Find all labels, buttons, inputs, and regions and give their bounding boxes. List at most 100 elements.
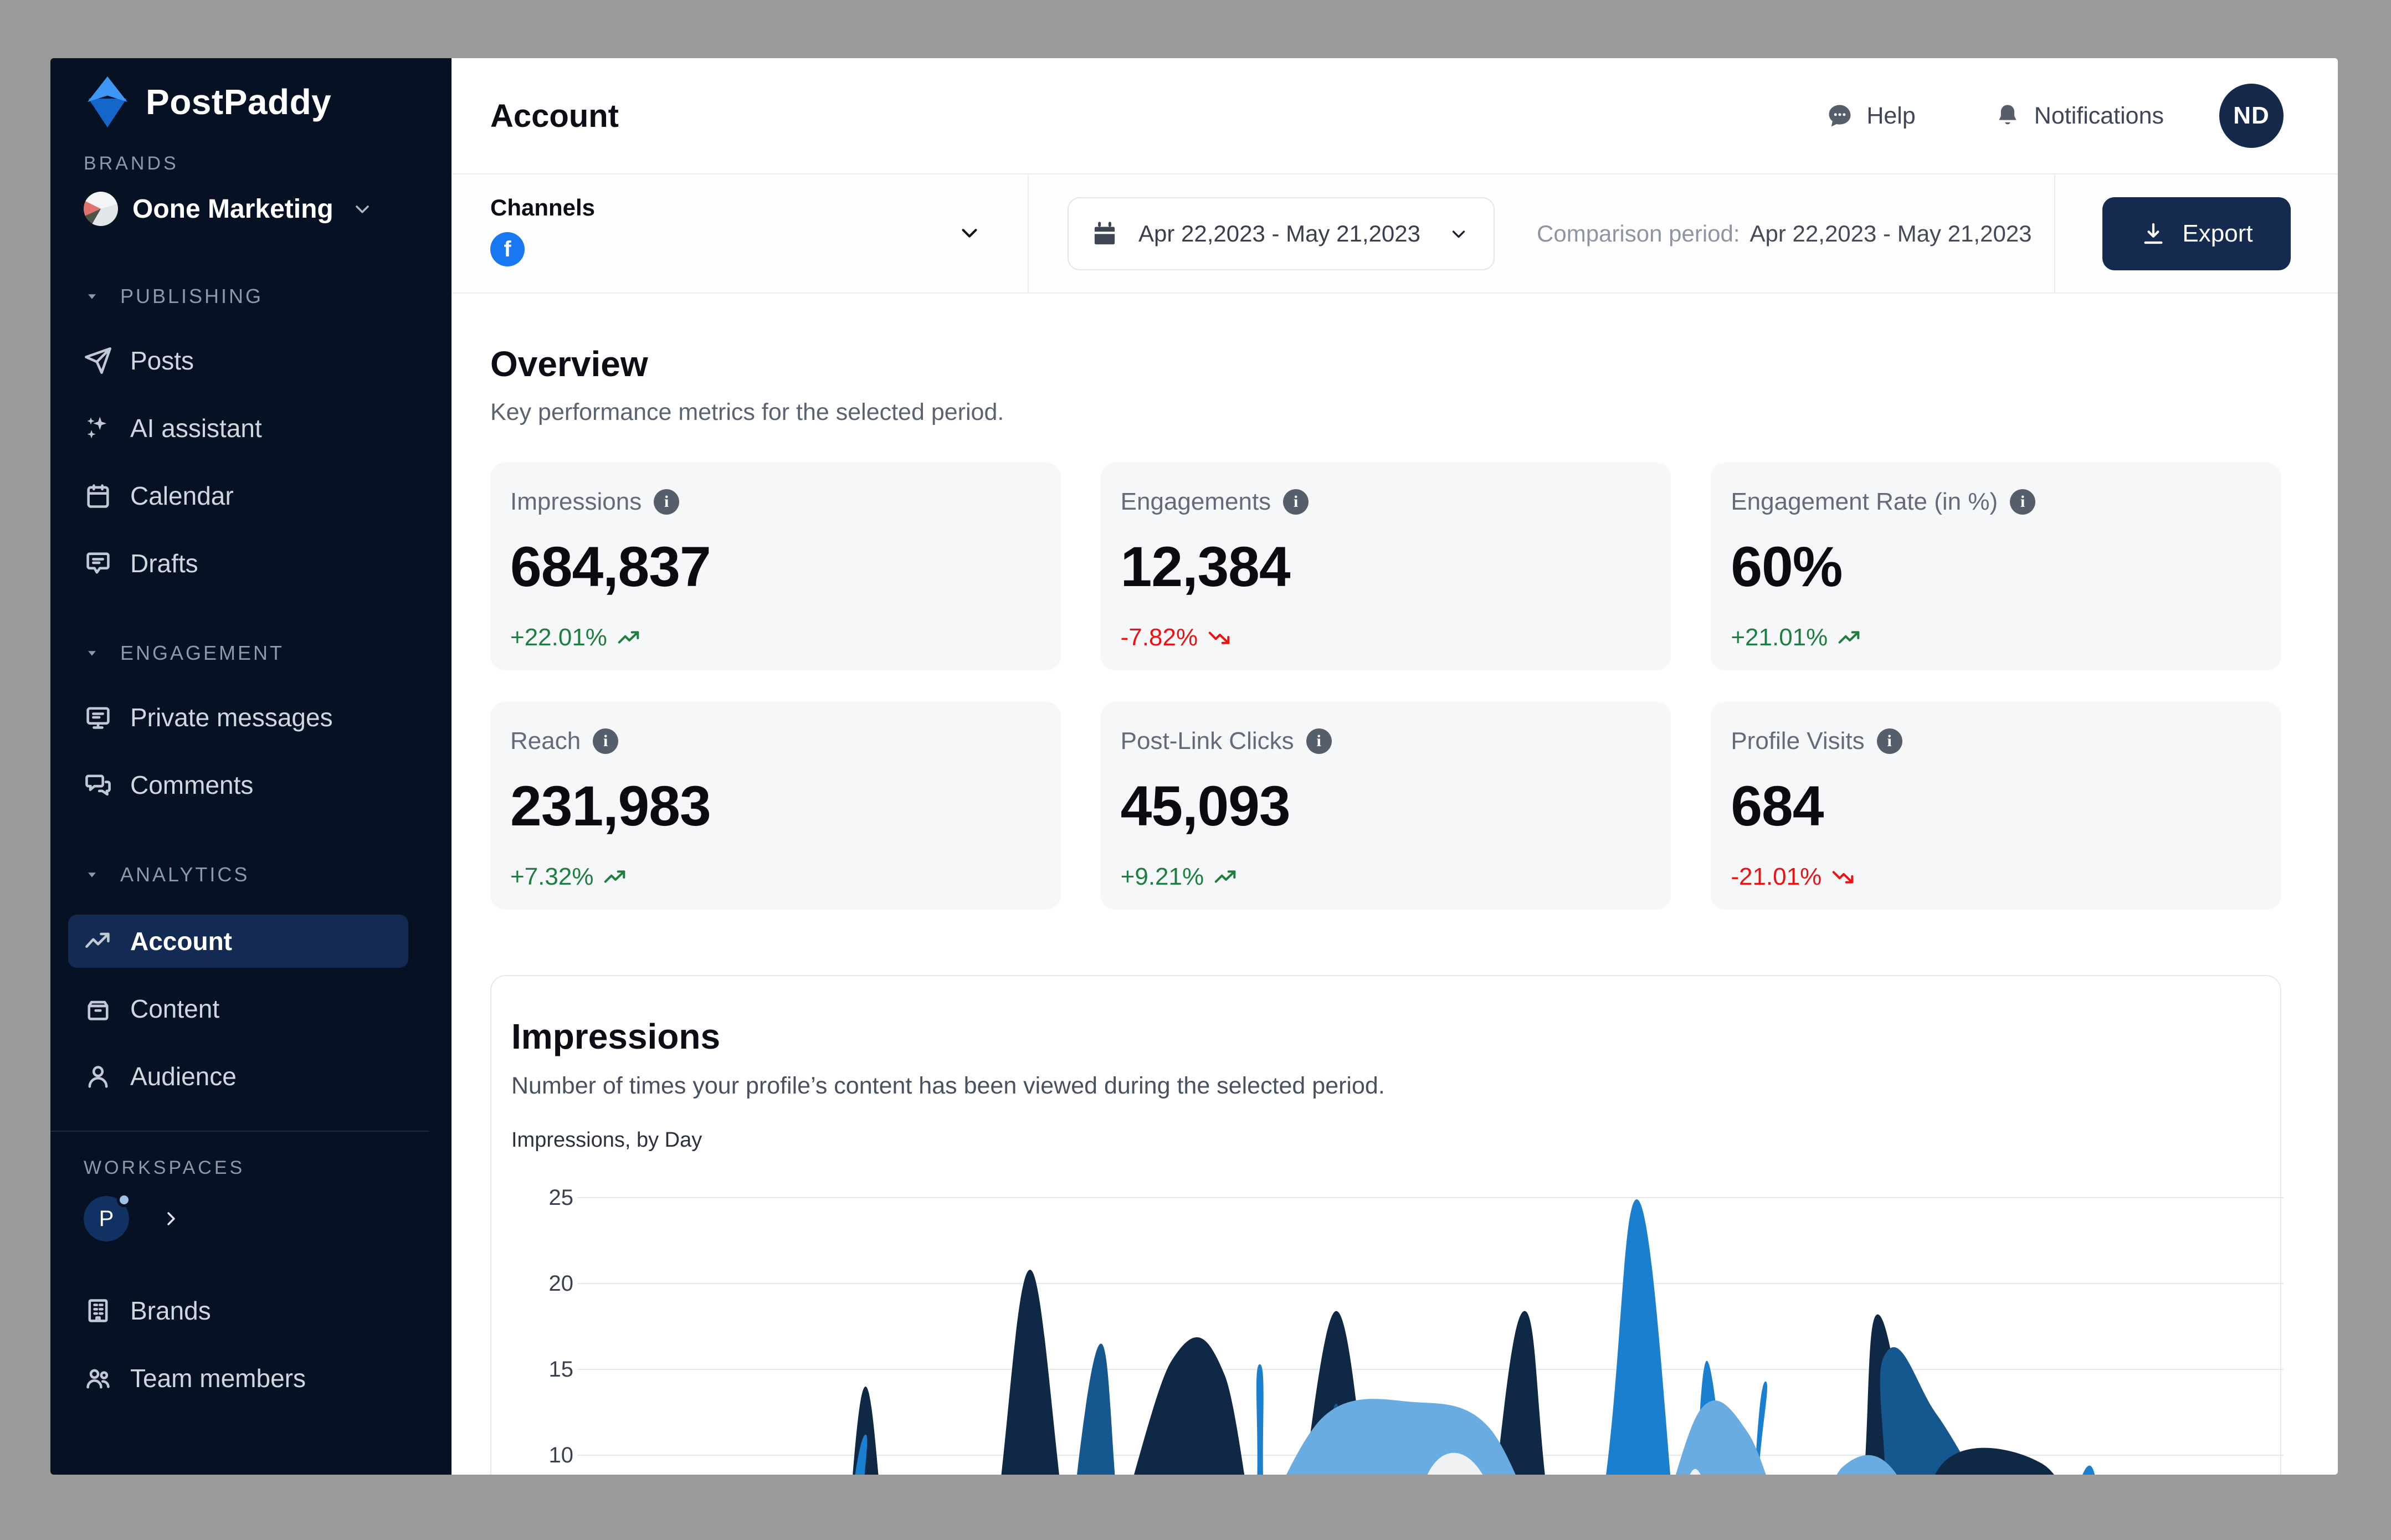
metric-value: 684,837 — [510, 535, 711, 598]
sparkles-icon — [84, 414, 112, 443]
comparison-period-value: Apr 22,2023 - May 21,2023 — [1749, 220, 2032, 247]
workspace-avatar[interactable]: P — [84, 1193, 131, 1241]
impressions-area-chart: 25 20 15 10 — [511, 1142, 2285, 1475]
monitor-message-icon — [84, 703, 112, 732]
info-icon[interactable]: i — [654, 489, 680, 515]
info-icon[interactable]: i — [2010, 489, 2036, 515]
chevron-down-icon — [351, 198, 373, 220]
metric-delta: +9.21% — [1121, 863, 1651, 891]
y-axis-tick-10: 10 — [548, 1443, 574, 1467]
notifications-label: Notifications — [2034, 102, 2164, 129]
metric-delta-value: -7.82% — [1120, 624, 1198, 651]
trend-up-icon — [1213, 864, 1238, 890]
metric-card-post-link-clicks: Post-Link Clicks i 45,093 +9.21% — [1100, 702, 1671, 910]
metric-value: 12,384 — [1120, 535, 1291, 598]
nav-section-label: PUBLISHING — [120, 285, 264, 307]
trend-up-icon — [602, 864, 628, 890]
sidebar-item-drafts[interactable]: Drafts — [84, 548, 429, 579]
metric-value: 684 — [1731, 774, 1824, 838]
sidebar-item-account[interactable]: Account — [68, 915, 408, 968]
app-window: PostPaddy BRANDS Oone Marketing PUBLISHI… — [50, 58, 2338, 1475]
workspace-initial: P — [99, 1206, 114, 1231]
notifications-button[interactable]: Notifications — [1993, 101, 2164, 130]
help-button[interactable]: Help — [1825, 101, 1916, 130]
chart-series-label: Impressions, by Day — [511, 1128, 702, 1152]
chevron-down-icon — [957, 220, 982, 245]
content-area: Overview Key performance metrics for the… — [451, 294, 2338, 1475]
export-label: Export — [2182, 219, 2253, 247]
building-icon — [84, 1296, 112, 1325]
sidebar-item-label: Calendar — [130, 481, 234, 510]
sidebar-item-posts[interactable]: Posts — [84, 345, 429, 376]
sidebar-item-label: Drafts — [130, 549, 198, 578]
sidebar-footer: Brands Team members — [84, 1295, 429, 1394]
nav-section-label: ANALYTICS — [120, 863, 250, 886]
sidebar-item-label: Audience — [130, 1062, 237, 1091]
caret-down-icon — [84, 866, 100, 883]
nav-section-header-analytics[interactable]: ANALYTICS — [84, 863, 429, 887]
calendar-icon — [84, 481, 112, 510]
top-actions: Help Notifications ND — [1748, 84, 2284, 148]
metric-card-profile-visits: Profile Visits i 684 -21.01% — [1711, 702, 2281, 910]
sidebar-item-ai-assistant[interactable]: AI assistant — [84, 413, 429, 444]
metric-card-engagements: Engagements i 12,384 -7.82% — [1100, 463, 1671, 670]
nav-section-header-publishing[interactable]: PUBLISHING — [84, 284, 429, 309]
metric-delta-value: +9.21% — [1120, 863, 1204, 890]
metric-card-reach: Reach i 231,983 +7.32% — [490, 702, 1061, 910]
metric-label: Engagement Rate (in %) — [1731, 488, 1998, 515]
metric-value: 60% — [1731, 535, 1843, 598]
nav-section-header-engagement[interactable]: ENGAGEMENT — [84, 641, 429, 665]
impressions-title: Impressions — [511, 1017, 721, 1056]
sidebar-item-audience[interactable]: Audience — [84, 1061, 429, 1092]
workspace-switcher[interactable]: P — [84, 1193, 429, 1242]
app-title: PostPaddy — [146, 82, 332, 122]
metric-delta: -21.01% — [1731, 863, 2261, 891]
nav-section-engagement: ENGAGEMENT Private messages Comments — [84, 641, 429, 800]
comments-icon — [84, 771, 112, 799]
sidebar-item-brands[interactable]: Brands — [84, 1295, 429, 1326]
sidebar-item-calendar[interactable]: Calendar — [84, 480, 429, 511]
trend-down-icon — [1207, 625, 1232, 650]
metric-delta-value: -21.01% — [1731, 863, 1822, 890]
main-area: Account Help Notifications ND Channels f — [451, 58, 2338, 1475]
metric-label: Engagements — [1120, 488, 1271, 515]
chevron-right-icon[interactable] — [160, 1208, 182, 1230]
sidebar-item-private-messages[interactable]: Private messages — [84, 702, 429, 733]
metric-delta: +21.01% — [1731, 624, 2261, 651]
brand-avatar — [84, 192, 118, 226]
content-box-icon — [84, 994, 112, 1023]
nav-section-publishing: PUBLISHING Posts AI assistant Calendar D… — [84, 284, 429, 579]
trend-up-icon — [616, 625, 642, 650]
area-series-white-blob-1 — [1427, 1452, 1483, 1475]
brands-section-label: BRANDS — [84, 153, 179, 174]
info-icon[interactable]: i — [593, 728, 619, 754]
export-button[interactable]: Export — [2102, 197, 2291, 270]
overview-title: Overview — [490, 344, 648, 384]
date-range-picker[interactable]: Apr 22,2023 - May 21,2023 — [1068, 197, 1495, 270]
app-logo[interactable]: PostPaddy — [84, 76, 429, 127]
channels-dropdown[interactable]: Channels f — [451, 174, 1029, 292]
date-range-value: Apr 22,2023 - May 21,2023 — [1138, 220, 1421, 247]
overview-subtitle: Key performance metrics for the selected… — [490, 399, 1004, 425]
brand-selector[interactable]: Oone Marketing — [84, 191, 429, 227]
sidebar-item-team-members[interactable]: Team members — [84, 1363, 429, 1394]
sidebar: PostPaddy BRANDS Oone Marketing PUBLISHI… — [50, 58, 451, 1475]
metric-value: 231,983 — [510, 774, 711, 838]
y-axis-tick-25: 25 — [548, 1185, 574, 1210]
metric-value: 45,093 — [1120, 774, 1291, 838]
postpaddy-logo-icon — [84, 76, 131, 127]
bell-icon — [1993, 101, 2022, 130]
y-axis-tick-20: 20 — [548, 1271, 574, 1296]
sidebar-divider — [50, 1131, 429, 1132]
info-icon[interactable]: i — [1876, 728, 1902, 754]
info-icon[interactable]: i — [1283, 489, 1309, 515]
user-avatar[interactable]: ND — [2219, 84, 2284, 148]
export-section: Export — [2055, 174, 2338, 292]
sidebar-item-label: Private messages — [130, 703, 333, 732]
sidebar-item-content[interactable]: Content — [84, 993, 429, 1024]
workspaces-section-label: WORKSPACES — [84, 1157, 245, 1178]
workspace-status-dot — [117, 1193, 131, 1207]
area-series-dark-navy-front — [1935, 1447, 2054, 1475]
sidebar-item-comments[interactable]: Comments — [84, 769, 429, 800]
info-icon[interactable]: i — [1306, 728, 1332, 754]
